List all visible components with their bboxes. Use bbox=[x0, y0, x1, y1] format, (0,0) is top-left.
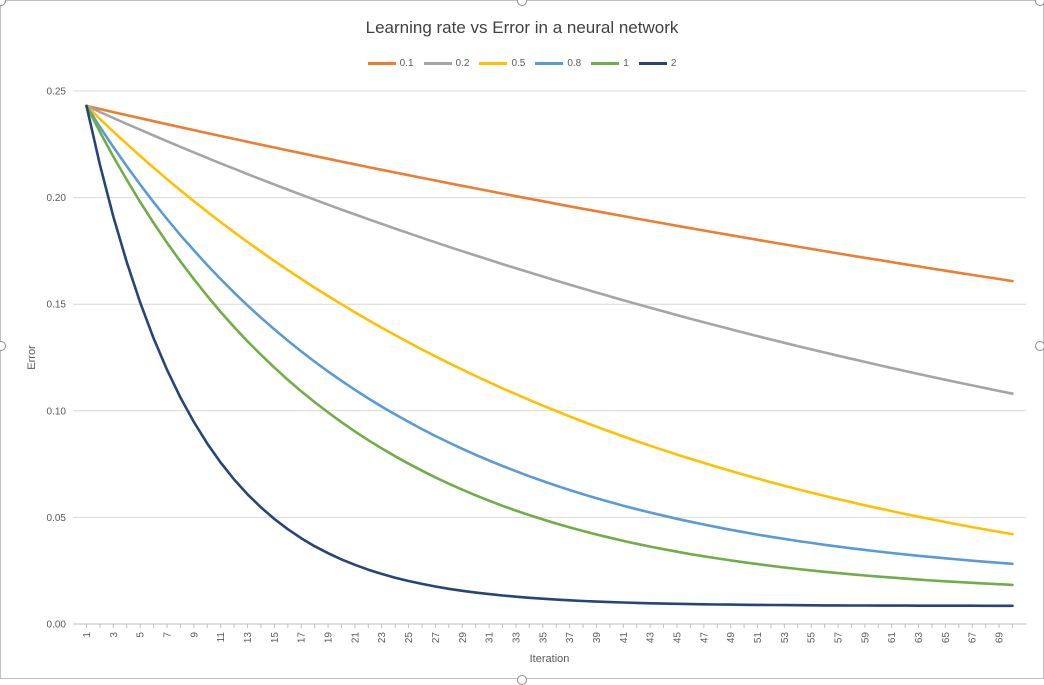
series-line-0.1 bbox=[85, 104, 1014, 283]
series-line-0.2 bbox=[85, 104, 1014, 396]
x-tick-label: 41 bbox=[619, 632, 630, 644]
legend-item: 0.2 bbox=[423, 58, 470, 69]
resize-handle-top-center[interactable] bbox=[517, 0, 527, 6]
x-tick-label: 49 bbox=[726, 632, 737, 644]
legend-label: 0.2 bbox=[455, 58, 470, 69]
y-axis-title: Error bbox=[26, 345, 38, 370]
legend-item: 2 bbox=[638, 58, 677, 69]
y-tick-label: 0.00 bbox=[47, 620, 67, 631]
chart-title: Learning rate vs Error in a neural netwo… bbox=[365, 18, 679, 37]
x-tick-label: 31 bbox=[485, 632, 496, 644]
legend-item: 1 bbox=[591, 58, 629, 69]
x-tick-label: 59 bbox=[860, 632, 871, 644]
legend-swatch bbox=[638, 62, 667, 65]
legend-item: 0.5 bbox=[479, 58, 525, 69]
legend-item: 0.1 bbox=[367, 58, 414, 69]
legend-swatch bbox=[367, 62, 396, 65]
x-tick-label: 65 bbox=[941, 632, 952, 644]
legend-label: 0.1 bbox=[399, 58, 414, 69]
x-tick-label: 69 bbox=[995, 632, 1006, 644]
x-tick-label: 37 bbox=[565, 632, 576, 644]
legend-swatch bbox=[423, 62, 452, 65]
x-tick-label: 5 bbox=[136, 632, 147, 638]
resize-handle-top-right[interactable] bbox=[1035, 0, 1044, 6]
x-tick-label: 25 bbox=[404, 632, 415, 644]
legend-swatch bbox=[535, 62, 564, 65]
x-tick-label: 1 bbox=[82, 632, 93, 638]
x-tick-label: 33 bbox=[511, 632, 522, 644]
x-tick-label: 53 bbox=[780, 632, 791, 644]
x-tick-label: 23 bbox=[377, 632, 388, 644]
x-axis-title: Iteration bbox=[530, 653, 570, 665]
x-tick-label: 39 bbox=[592, 632, 603, 644]
x-tick-label: 11 bbox=[216, 632, 227, 643]
series-line-0.5 bbox=[85, 104, 1014, 536]
legend-label: 2 bbox=[670, 58, 677, 69]
y-tick-label: 0.05 bbox=[47, 513, 67, 524]
legend-label: 1 bbox=[623, 58, 629, 69]
legend-label: 0.8 bbox=[567, 58, 582, 69]
y-tick-label: 0.15 bbox=[47, 300, 67, 311]
series-line-2 bbox=[85, 104, 1014, 608]
x-tick-label: 17 bbox=[297, 632, 308, 644]
legend: 0.1 0.2 0.5 0.8 1 2 bbox=[0, 58, 1044, 69]
y-tick-label: 0.20 bbox=[47, 193, 67, 204]
series-line-1 bbox=[85, 104, 1014, 587]
x-tick-label: 7 bbox=[163, 632, 174, 638]
x-tick-label: 9 bbox=[189, 632, 200, 638]
x-tick-label: 15 bbox=[270, 632, 281, 644]
x-tick-label: 45 bbox=[672, 632, 683, 644]
x-tick-label: 63 bbox=[914, 632, 925, 644]
x-tick-label: 55 bbox=[807, 632, 818, 644]
legend-swatch bbox=[591, 62, 620, 65]
x-tick-label: 43 bbox=[646, 632, 657, 644]
resize-handle-middle-right[interactable] bbox=[1035, 341, 1044, 351]
x-tick-label: 67 bbox=[968, 632, 979, 644]
x-tick-label: 61 bbox=[887, 632, 898, 644]
x-tick-label: 13 bbox=[243, 632, 254, 644]
legend-item: 0.8 bbox=[535, 58, 581, 69]
resize-handle-middle-left[interactable] bbox=[0, 341, 6, 351]
x-tick-label: 51 bbox=[753, 632, 764, 644]
x-tick-label: 47 bbox=[699, 632, 710, 644]
x-tick-label: 29 bbox=[458, 632, 469, 644]
x-tick-label: 21 bbox=[350, 632, 361, 644]
x-tick-label: 27 bbox=[431, 632, 442, 644]
series-line-0.8 bbox=[85, 104, 1014, 566]
resize-handle-top-left[interactable] bbox=[0, 0, 6, 6]
x-tick-label: 35 bbox=[538, 632, 549, 644]
y-tick-label: 0.25 bbox=[47, 87, 67, 98]
legend-swatch bbox=[479, 62, 508, 65]
x-tick-label: 19 bbox=[324, 632, 335, 644]
y-tick-label: 0.10 bbox=[47, 406, 67, 417]
legend-label: 0.5 bbox=[511, 58, 526, 69]
x-tick-label: 3 bbox=[109, 632, 120, 638]
x-tick-label: 57 bbox=[834, 632, 845, 644]
